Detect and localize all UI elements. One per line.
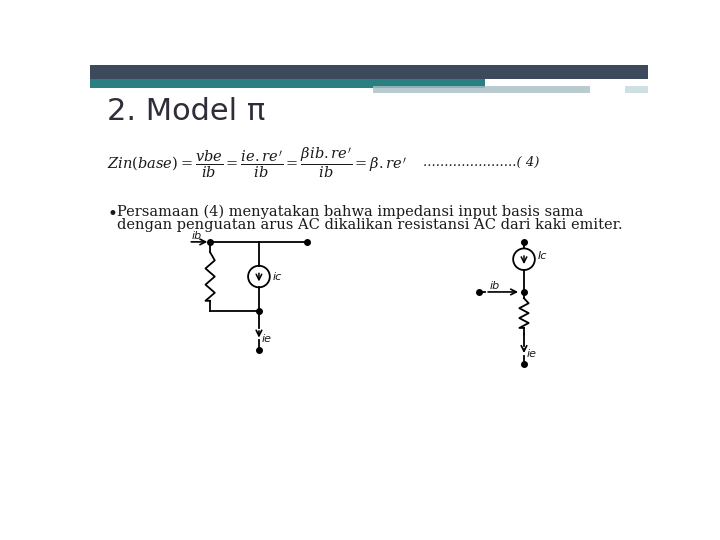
Text: ic: ic <box>273 272 282 281</box>
Text: dengan penguatan arus AC dikalikan resistansi AC dari kaki emiter.: dengan penguatan arus AC dikalikan resis… <box>117 218 623 232</box>
Text: 2. Model π: 2. Model π <box>107 97 265 126</box>
Text: Persamaan (4) menyatakan bahwa impedansi input basis sama: Persamaan (4) menyatakan bahwa impedansi… <box>117 205 583 219</box>
Text: Ic: Ic <box>538 251 547 261</box>
Text: ......................( 4): ......................( 4) <box>423 156 539 168</box>
Bar <box>90 79 485 88</box>
Text: ib: ib <box>490 281 500 291</box>
Text: •: • <box>107 205 117 223</box>
Bar <box>90 65 648 79</box>
Text: ie: ie <box>527 349 537 360</box>
Bar <box>625 86 648 92</box>
Bar <box>373 86 590 92</box>
Text: ie: ie <box>262 334 272 344</box>
Text: $Zin(base) = \dfrac{vbe}{ib} = \dfrac{ie.re'}{ib} = \dfrac{\beta ib.re'}{ib} = \: $Zin(base) = \dfrac{vbe}{ib} = \dfrac{ie… <box>107 146 407 180</box>
Text: ib: ib <box>192 231 202 241</box>
